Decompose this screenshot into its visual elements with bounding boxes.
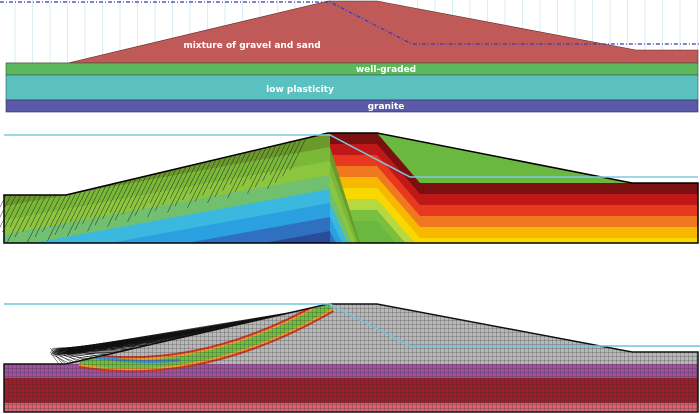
bottom-outline: [3, 303, 699, 413]
contour-band: [330, 210, 698, 243]
flow-vector: [267, 141, 292, 189]
flow-vector: [134, 173, 157, 216]
flow-vector: [222, 153, 242, 191]
displacement-vector: [73, 310, 298, 352]
flow-vector: [94, 183, 117, 226]
flow-vector: [127, 174, 152, 222]
flow-vector: [229, 152, 247, 185]
flow-vector: [154, 168, 177, 212]
flow-vectors: [0, 138, 307, 243]
flow-vector: [49, 194, 67, 228]
displacement-vector: [52, 353, 91, 359]
flow-vector: [0, 194, 17, 228]
contour-band: [330, 177, 698, 238]
flow-vector: [189, 161, 207, 194]
flow-vector: [69, 190, 87, 223]
flow-vector: [149, 171, 167, 204]
panel-failure-mesh: [3, 303, 700, 413]
flow-vector: [82, 186, 102, 224]
flow-vector: [182, 162, 202, 201]
label-low-plasticity: low plasticity: [266, 85, 334, 95]
flow-vector: [34, 194, 57, 238]
contour-band: [330, 221, 698, 243]
flow-vector: [102, 181, 122, 220]
flow-vector: [142, 172, 162, 210]
displacement-vector: [73, 312, 292, 353]
flow-vector: [234, 149, 257, 193]
flow-vector: [269, 142, 287, 176]
flow-vector: [109, 180, 127, 213]
mid-outline: [3, 132, 699, 244]
displacement-vector: [50, 350, 67, 365]
label-gravel-sand: mixture of gravel and sand: [183, 41, 320, 51]
contour-band: [330, 199, 698, 243]
displacement-vector: [72, 313, 286, 354]
label-granite: granite: [368, 102, 405, 112]
flow-vector: [54, 192, 77, 235]
flow-vector: [87, 184, 112, 232]
flow-vector: [249, 147, 267, 180]
layer-gravel-sand: [6, 0, 699, 64]
flow-vector: [162, 167, 182, 205]
displacement-vector: [73, 311, 295, 349]
layer-well-graded: [5, 62, 699, 76]
flow-vector: [194, 159, 217, 202]
panel-pore-pressure: [0, 132, 699, 244]
flow-vector: [107, 179, 132, 227]
flow-vector: [74, 187, 97, 231]
layer-granite: [5, 99, 699, 113]
flow-vector: [29, 194, 47, 228]
flow-vector: [89, 185, 107, 218]
flow-vector: [209, 157, 227, 190]
flow-vector: [247, 146, 272, 194]
flow-vector: [174, 164, 197, 207]
flow-vector: [27, 194, 52, 243]
flow-vector: [282, 139, 302, 177]
flow-vector: [227, 151, 252, 199]
flow-vector: [47, 193, 72, 241]
flow-vector: [0, 194, 12, 218]
flow-vector: [289, 138, 307, 171]
contour-band: [330, 166, 698, 227]
displacement-vector: [50, 353, 70, 364]
flow-vector: [0, 194, 7, 208]
contour-band: [330, 144, 698, 205]
contour-band: [330, 155, 698, 216]
flow-vector: [14, 194, 37, 238]
flow-vector: [167, 165, 192, 213]
flow-vector: [187, 160, 212, 208]
flow-vector: [147, 170, 172, 218]
flow-vector: [122, 177, 142, 215]
flow-vector: [42, 194, 62, 233]
flow-vector: [242, 148, 262, 186]
flow-vector: [274, 140, 297, 183]
flow-vector: [262, 144, 282, 182]
mesh-grid: [4, 304, 698, 412]
flow-vector: [9, 194, 27, 228]
flow-vector: [207, 155, 232, 204]
flow-vector: [129, 175, 147, 209]
bottom-water-line: [4, 303, 700, 347]
displacement-vector: [71, 314, 280, 355]
contour-band: [330, 133, 698, 194]
mid-water-line: [4, 134, 698, 178]
pressure-contours: [4, 133, 698, 243]
displacement-vectors: [49, 310, 298, 366]
water-table-line: [0, 1, 700, 45]
flow-vector: [202, 158, 222, 196]
flow-vector: [254, 145, 277, 188]
flow-vector: [67, 188, 92, 237]
flow-vector: [62, 191, 82, 229]
panel-soil-layers: mixture of gravel and sand well-graded l…: [0, 0, 700, 113]
label-well-graded: well-graded: [356, 65, 416, 75]
layer-low-plasticity: [5, 74, 699, 101]
flow-vector: [2, 194, 22, 233]
flow-vector: [114, 178, 137, 221]
flow-vector: [7, 194, 32, 243]
flow-vector: [22, 194, 42, 233]
flow-vector: [214, 154, 237, 197]
flow-vector: [169, 166, 187, 199]
